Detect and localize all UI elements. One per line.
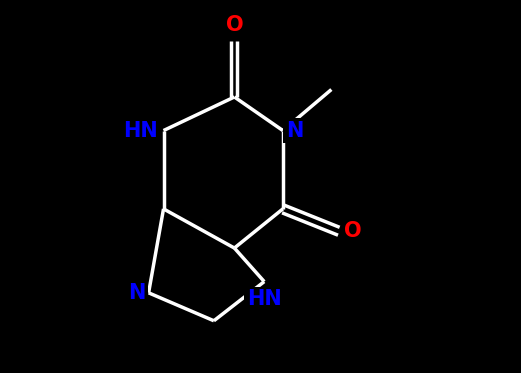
Text: HN: HN (123, 120, 158, 141)
Text: N: N (286, 120, 303, 141)
Text: HN: HN (247, 289, 282, 309)
Text: N: N (128, 283, 145, 303)
Text: O: O (226, 15, 243, 35)
Text: O: O (344, 221, 362, 241)
